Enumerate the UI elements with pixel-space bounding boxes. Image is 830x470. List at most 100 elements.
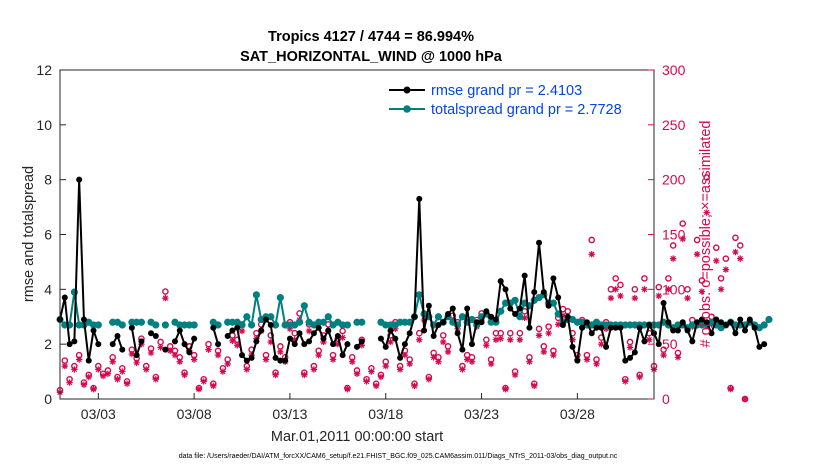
- obs-assimilated-point: [329, 356, 337, 363]
- obs-assimilated-point: [507, 336, 514, 343]
- obs-assimilated-point: [511, 371, 519, 379]
- rmse-point: [670, 327, 677, 334]
- legend-rmse-marker: [403, 86, 411, 94]
- obs-assimilated-point: [483, 342, 490, 349]
- obs-assimilated-point: [487, 360, 495, 368]
- obs-possible-point: [722, 255, 730, 262]
- rmse-point: [95, 341, 102, 348]
- rmse-point: [315, 324, 322, 331]
- obs-assimilated-point: [334, 340, 342, 348]
- obs-assimilated-point: [392, 325, 399, 333]
- obs-assimilated-point: [669, 255, 677, 262]
- obs-possible-point: [717, 275, 725, 282]
- rmse-point: [296, 330, 303, 337]
- obs-possible-point: [693, 236, 701, 244]
- legend-box: [384, 77, 651, 120]
- rmse-point: [603, 343, 610, 350]
- rmse-point: [382, 343, 389, 350]
- spread-point: [300, 302, 308, 310]
- rmse-point: [674, 327, 681, 334]
- obs-assimilated-point: [535, 332, 543, 339]
- rmse-point: [684, 327, 691, 334]
- obs-assimilated-point: [291, 336, 298, 343]
- rmse-point: [377, 335, 384, 342]
- rmse-point: [574, 357, 581, 364]
- obs-assimilated-point: [377, 373, 385, 381]
- rmse-point: [540, 289, 547, 296]
- y-tick-label: 2: [44, 336, 52, 352]
- y2-tick-label: 150: [662, 227, 686, 243]
- obs-assimilated-point: [234, 342, 241, 349]
- rmse-point: [737, 316, 744, 323]
- y2-tick-label: 0: [662, 391, 670, 407]
- rmse-point: [425, 302, 432, 309]
- obs-assimilated-point: [492, 336, 500, 343]
- spread-point: [137, 318, 146, 326]
- spread-point: [516, 313, 524, 321]
- y2-tick-label: 200: [662, 172, 686, 188]
- rmse-point: [536, 239, 543, 246]
- obs-assimilated-point: [444, 348, 452, 356]
- rmse-point: [152, 332, 159, 339]
- x-tick-label: 03/03: [81, 406, 116, 422]
- y-tick-label: 4: [44, 281, 52, 297]
- obs-assimilated-point: [214, 351, 222, 359]
- rmse-point: [445, 311, 452, 318]
- obs-possible-point: [703, 174, 710, 181]
- obs-assimilated-point: [205, 346, 212, 353]
- obs-assimilated-point: [128, 350, 136, 358]
- rmse-point: [607, 324, 614, 331]
- rmse-point: [665, 319, 672, 326]
- rmse-point: [555, 294, 562, 301]
- obs-assimilated-point: [727, 385, 734, 393]
- rmse-point: [483, 308, 490, 315]
- rmse-point: [646, 321, 653, 328]
- obs-assimilated-point: [593, 360, 600, 368]
- obs-assimilated-point: [607, 294, 615, 302]
- y-tick-label: 12: [36, 62, 52, 78]
- obs-assimilated-point: [358, 342, 365, 349]
- spread-point: [319, 318, 328, 326]
- rmse-point: [330, 341, 337, 348]
- rmse-point: [703, 319, 710, 326]
- rmse-point: [248, 354, 255, 361]
- obs-assimilated-point: [387, 338, 394, 346]
- obs-assimilated-point: [717, 286, 725, 293]
- rmse-point: [306, 338, 313, 345]
- rmse-point: [627, 354, 634, 361]
- obs-assimilated-point: [71, 366, 78, 373]
- x-tick-label: 03/08: [177, 406, 212, 422]
- rmse-point: [397, 354, 404, 361]
- spread-point: [765, 315, 773, 324]
- rmse-point: [579, 324, 586, 331]
- rmse-point: [569, 343, 576, 350]
- rmse-point: [512, 311, 519, 318]
- x-tick-label: 03/23: [464, 406, 499, 422]
- rmse-point: [521, 272, 528, 279]
- obs-assimilated-point: [147, 349, 155, 357]
- obs-assimilated-point: [315, 351, 322, 359]
- obs-assimilated-point: [90, 385, 97, 393]
- rmse-point: [660, 300, 667, 307]
- y2-tick-label: 50: [662, 336, 678, 352]
- data-file-footnote: data file: /Users/raeder/DAI/ATM_forcXX/…: [179, 453, 618, 460]
- obs-assimilated-point: [550, 351, 557, 359]
- rmse-point: [258, 327, 265, 334]
- x-axis: 03/03 03/08 03/13 03/18 03/23 03/28: [81, 393, 595, 422]
- obs-assimilated-point: [622, 378, 629, 385]
- x-axis-label: Mar.01,2011 00:00:00 start: [271, 429, 443, 445]
- rmse-point: [224, 332, 231, 339]
- obs-assimilated-point: [617, 292, 624, 300]
- obs-assimilated-point: [737, 255, 744, 262]
- spread-point: [458, 313, 466, 321]
- rmse-point: [392, 335, 399, 342]
- obs-assimilated-point: [200, 378, 207, 385]
- y-axis-label: rmse and totalspread: [21, 166, 37, 302]
- rmse-point: [325, 327, 332, 334]
- obs-assimilated-point: [339, 334, 346, 341]
- obs-assimilated-point: [660, 351, 667, 359]
- obs-assimilated-point: [463, 356, 471, 363]
- obs-assimilated-point: [626, 344, 634, 351]
- y-tick-label: 6: [44, 227, 52, 243]
- obs-assimilated-point: [119, 368, 126, 375]
